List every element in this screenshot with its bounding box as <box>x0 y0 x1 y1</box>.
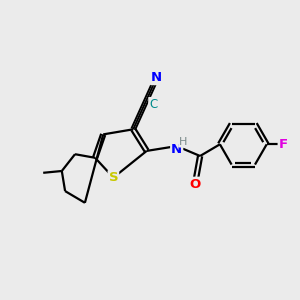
Text: S: S <box>109 171 118 184</box>
Text: N: N <box>171 143 182 156</box>
Text: H: H <box>179 136 188 147</box>
Text: N: N <box>151 71 162 84</box>
Text: F: F <box>279 138 288 151</box>
Text: C: C <box>149 98 158 111</box>
Text: O: O <box>189 178 201 191</box>
